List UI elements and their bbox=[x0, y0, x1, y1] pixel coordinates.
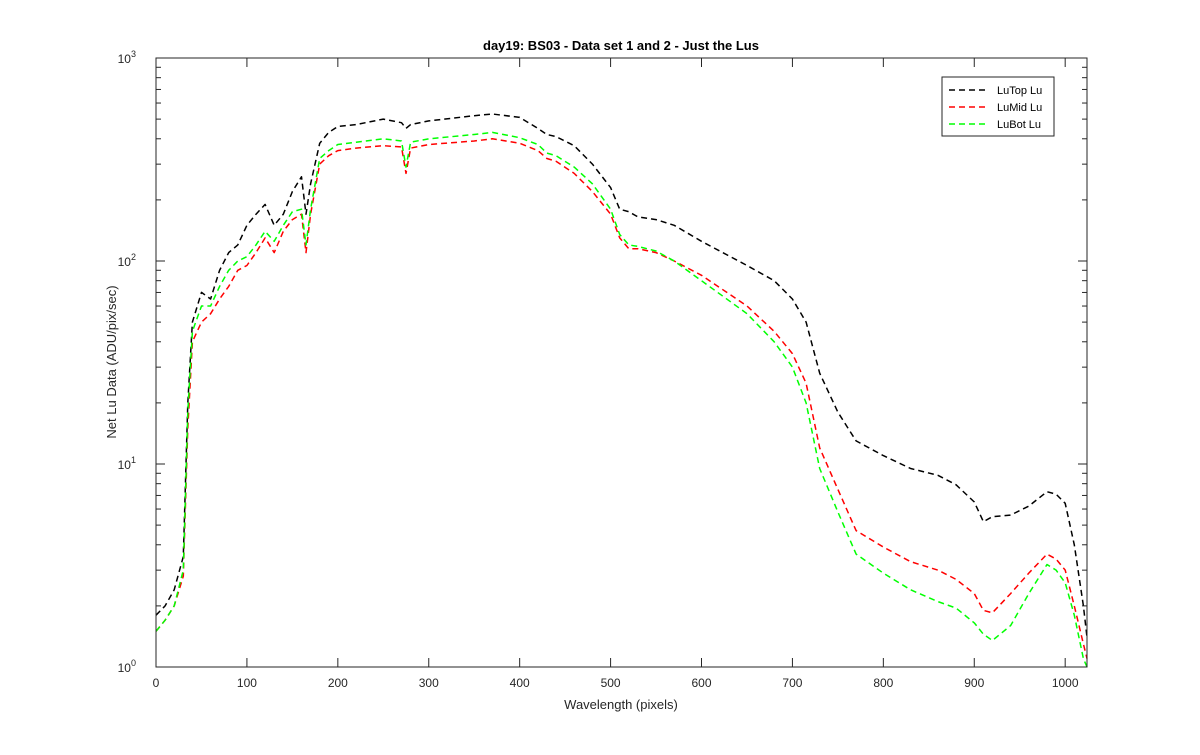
y-tick-label: 101 bbox=[118, 455, 136, 472]
legend-label-3: LuBot Lu bbox=[997, 119, 1041, 131]
x-tick-label: 700 bbox=[782, 676, 802, 690]
series-line-2 bbox=[155, 138, 1088, 659]
x-tick-label: 400 bbox=[510, 676, 530, 690]
series-line-3 bbox=[155, 131, 1088, 668]
y-tick-label: 103 bbox=[118, 49, 136, 66]
x-tick-label: 300 bbox=[419, 676, 439, 690]
x-tick-label: 600 bbox=[691, 676, 711, 690]
y-tick-label: 100 bbox=[118, 658, 136, 675]
axes-box bbox=[155, 57, 1088, 668]
series-line-1 bbox=[155, 113, 1088, 638]
legend-label-1: LuTop Lu bbox=[997, 85, 1042, 97]
x-tick-label: 500 bbox=[601, 676, 621, 690]
y-axis-label: Net Lu Data (ADU/pix/sec) bbox=[104, 285, 119, 438]
x-tick-label: 1000 bbox=[1052, 676, 1079, 690]
chart-title: day19: BS03 - Data set 1 and 2 - Just th… bbox=[483, 38, 759, 53]
series-layer bbox=[155, 113, 1088, 668]
x-axis-label: Wavelength (pixels) bbox=[564, 697, 678, 712]
y-tick-label: 102 bbox=[118, 252, 136, 269]
x-tick-label: 0 bbox=[153, 676, 160, 690]
x-tick-label: 800 bbox=[873, 676, 893, 690]
x-tick-label: 200 bbox=[328, 676, 348, 690]
tick-layer: 0 100 200 300 400 500 600 700 800 900 1000 100 101 10… bbox=[118, 49, 1087, 690]
x-tick-label: 100 bbox=[237, 676, 257, 690]
legend-label-2: LuMid Lu bbox=[997, 102, 1042, 114]
plot-area bbox=[156, 58, 1087, 667]
x-tick-label: 900 bbox=[964, 676, 984, 690]
legend: LuTop Lu LuMid Lu LuBot Lu bbox=[941, 76, 1055, 137]
